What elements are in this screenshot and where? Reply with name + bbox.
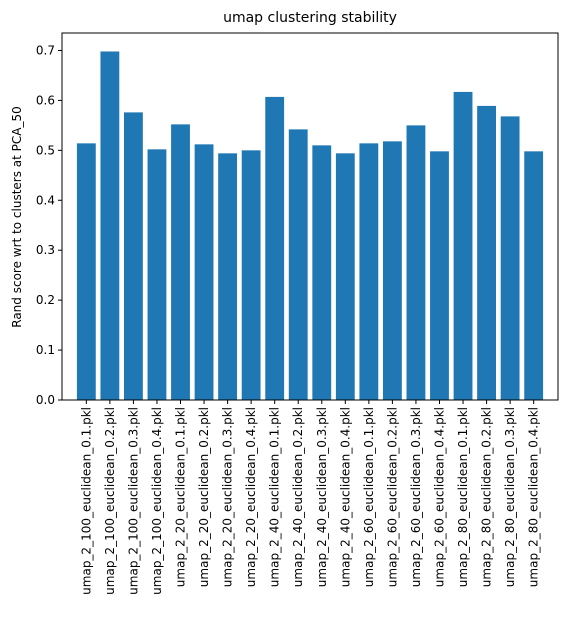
bar-4 — [147, 149, 167, 400]
x-tick-label: umap_2_20_euclidean_0.1.pkl — [174, 407, 188, 587]
plot-frame — [61, 32, 559, 401]
y-tick-label: 0.6 — [36, 93, 55, 107]
bars-group — [76, 51, 544, 401]
y-tick-label: 0.3 — [36, 243, 55, 257]
chart-title: umap clustering stability — [223, 10, 397, 26]
x-tick-label: umap_2_100_euclidean_0.3.pkl — [126, 407, 140, 595]
x-tick-label: umap_2_60_euclidean_0.1.pkl — [362, 407, 376, 587]
bar-14 — [382, 141, 402, 400]
x-tick-label: umap_2_60_euclidean_0.4.pkl — [432, 407, 446, 587]
bar-10 — [288, 129, 308, 400]
x-axis: umap_2_100_euclidean_0.1.pkl umap_2_100_e… — [79, 400, 541, 595]
x-tick-label: umap_2_40_euclidean_0.1.pkl — [268, 407, 282, 587]
y-tick-label: 0.4 — [36, 193, 55, 207]
x-tick-label: umap_2_100_euclidean_0.1.pkl — [79, 407, 93, 595]
bar-15 — [406, 125, 426, 401]
bar-5 — [171, 124, 190, 400]
y-tick-label: 0.0 — [36, 393, 55, 407]
x-tick-label: umap_2_60_euclidean_0.3.pkl — [409, 407, 423, 587]
y-axis: 0.0 0.1 0.2 0.3 0.4 0.5 0.6 0.7 — [36, 43, 62, 407]
x-tick-label: umap_2_80_euclidean_0.2.pkl — [480, 407, 494, 587]
x-tick-label: umap_2_40_euclidean_0.3.pkl — [315, 407, 329, 587]
x-tick-label: umap_2_100_euclidean_0.4.pkl — [150, 407, 164, 595]
x-tick-label: umap_2_20_euclidean_0.4.pkl — [244, 407, 258, 587]
x-tick-label: umap_2_80_euclidean_0.3.pkl — [503, 407, 517, 587]
bar-17 — [453, 91, 473, 401]
bar-8 — [241, 150, 261, 400]
x-tick-label: umap_2_40_euclidean_0.4.pkl — [338, 407, 352, 587]
bar-9 — [265, 96, 285, 400]
bar-16 — [430, 151, 449, 400]
bar-6 — [194, 144, 214, 400]
bar-19 — [500, 116, 520, 400]
bar-1 — [76, 143, 96, 400]
y-tick-label: 0.2 — [36, 293, 55, 307]
x-tick-label: umap_2_80_euclidean_0.1.pkl — [456, 407, 470, 587]
x-tick-label: umap_2_60_euclidean_0.2.pkl — [385, 407, 399, 587]
bar-11 — [312, 145, 332, 400]
bar-7 — [218, 153, 238, 400]
bar-2 — [100, 51, 120, 400]
y-tick-label: 0.7 — [36, 43, 55, 57]
y-tick-label: 0.1 — [36, 343, 55, 357]
bar-20 — [524, 151, 544, 400]
x-tick-label: umap_2_100_euclidean_0.2.pkl — [103, 407, 117, 595]
x-tick-label: umap_2_20_euclidean_0.2.pkl — [197, 407, 211, 587]
bar-13 — [359, 143, 379, 400]
bar-3 — [124, 112, 143, 400]
x-tick-label: umap_2_20_euclidean_0.3.pkl — [221, 407, 235, 587]
y-axis-label: Rand score wrt to clusters at PCA_50 — [10, 106, 24, 328]
y-tick-label: 0.5 — [36, 143, 55, 157]
x-tick-label: umap_2_80_euclidean_0.4.pkl — [527, 407, 541, 587]
bar-12 — [335, 153, 355, 400]
bar-18 — [477, 105, 496, 401]
x-tick-label: umap_2_40_euclidean_0.2.pkl — [291, 407, 305, 587]
